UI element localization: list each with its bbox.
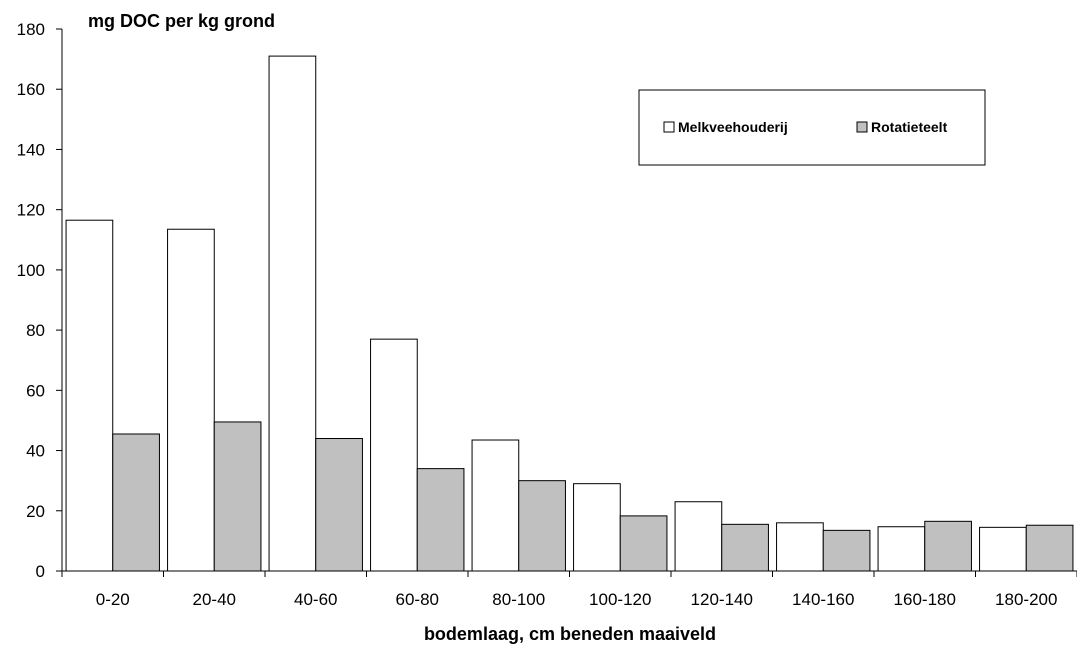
x-tick-label: 0-20 bbox=[96, 590, 130, 609]
legend-swatch-melkveehouderij bbox=[663, 121, 675, 133]
x-tick-label: 20-40 bbox=[193, 590, 236, 609]
bar-melkveehouderij bbox=[674, 501, 723, 572]
y-tick-label: 20 bbox=[26, 502, 45, 521]
bar-rotatieteelt bbox=[315, 438, 363, 572]
bar-melkveehouderij bbox=[776, 522, 824, 572]
x-tick-label: 80-100 bbox=[492, 590, 545, 609]
x-tick-label: 160-180 bbox=[894, 590, 956, 609]
x-tick-label: 60-80 bbox=[396, 590, 439, 609]
bars bbox=[65, 55, 1074, 572]
x-tick-label: 180-200 bbox=[995, 590, 1057, 609]
legend-label-melkveehouderij: Melkveehouderij bbox=[678, 119, 788, 135]
y-tick-label: 180 bbox=[17, 20, 45, 39]
legend-swatch-rotatieteelt bbox=[856, 121, 868, 133]
y-axis-title: mg DOC per kg grond bbox=[88, 11, 275, 31]
y-tick-label: 120 bbox=[17, 201, 45, 220]
bar-rotatieteelt bbox=[924, 520, 972, 572]
y-tick-label: 160 bbox=[17, 80, 45, 99]
x-axis: 0-20 20-40 40-60 60-80 80-100 100-120 120-140 1… bbox=[61, 570, 1077, 609]
legend-box bbox=[638, 89, 986, 166]
y-tick-label: 0 bbox=[36, 562, 45, 581]
y-tick-label: 100 bbox=[17, 261, 45, 280]
y-tick-label: 140 bbox=[17, 140, 45, 159]
x-tick-label: 140-160 bbox=[792, 590, 854, 609]
bar-melkveehouderij bbox=[471, 439, 520, 572]
x-tick-label: 40-60 bbox=[294, 590, 337, 609]
x-tick-label: 100-120 bbox=[589, 590, 651, 609]
bar-rotatieteelt bbox=[1025, 524, 1074, 572]
bar-rotatieteelt bbox=[112, 433, 160, 572]
y-tick-label: 80 bbox=[26, 321, 45, 340]
bar-melkveehouderij bbox=[167, 228, 215, 572]
legend-label-rotatieteelt: Rotatieteelt bbox=[871, 119, 948, 135]
bar-rotatieteelt bbox=[619, 515, 668, 572]
bar-melkveehouderij bbox=[370, 338, 418, 572]
bar-rotatieteelt bbox=[721, 523, 769, 572]
y-tick-label: 60 bbox=[26, 381, 45, 400]
legend: Melkveehouderij Rotatieteelt bbox=[638, 89, 986, 166]
y-axis: 0 20 40 60 80 100 120 140 160 180 bbox=[17, 20, 63, 581]
bar-melkveehouderij bbox=[65, 219, 114, 572]
bar-melkveehouderij bbox=[268, 55, 317, 572]
bar-rotatieteelt bbox=[416, 468, 465, 572]
bar-rotatieteelt bbox=[213, 421, 262, 572]
bar-melkveehouderij bbox=[877, 526, 926, 572]
x-tick-label: 120-140 bbox=[691, 590, 753, 609]
bar-rotatieteelt bbox=[518, 480, 566, 572]
x-axis-title: bodemlaag, cm beneden maaiveld bbox=[424, 624, 716, 644]
bar-rotatieteelt bbox=[822, 529, 871, 572]
bar-melkveehouderij bbox=[573, 483, 621, 572]
y-tick-label: 40 bbox=[26, 442, 45, 461]
bar-melkveehouderij bbox=[979, 526, 1027, 572]
